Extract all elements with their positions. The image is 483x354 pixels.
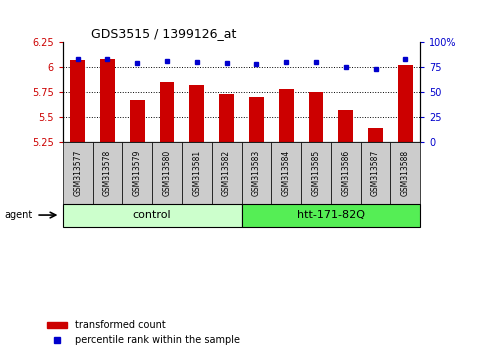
Text: GSM313583: GSM313583 — [252, 149, 261, 196]
Bar — [100, 59, 115, 142]
Text: GSM313578: GSM313578 — [103, 149, 112, 196]
Bar — [398, 65, 413, 142]
Text: htt-171-82Q: htt-171-82Q — [297, 210, 365, 220]
Text: GSM313577: GSM313577 — [73, 149, 82, 196]
Bar — [309, 92, 324, 142]
Text: GDS3515 / 1399126_at: GDS3515 / 1399126_at — [91, 27, 237, 40]
Text: GSM313587: GSM313587 — [371, 149, 380, 196]
Text: GSM313581: GSM313581 — [192, 149, 201, 196]
Text: agent: agent — [5, 210, 33, 220]
Text: GSM313579: GSM313579 — [133, 149, 142, 196]
Text: GSM313586: GSM313586 — [341, 149, 350, 196]
Bar — [130, 100, 145, 142]
Text: GSM313582: GSM313582 — [222, 149, 231, 196]
Bar — [159, 82, 174, 142]
Legend: transformed count, percentile rank within the sample: transformed count, percentile rank withi… — [43, 316, 243, 349]
Bar — [338, 110, 353, 142]
Bar — [189, 85, 204, 142]
Text: GSM313585: GSM313585 — [312, 149, 320, 196]
Text: GSM313584: GSM313584 — [282, 149, 291, 196]
Bar — [279, 89, 294, 142]
Text: GSM313580: GSM313580 — [163, 149, 171, 196]
Bar — [219, 94, 234, 142]
Text: control: control — [133, 210, 171, 220]
Bar — [249, 97, 264, 142]
Bar — [70, 60, 85, 142]
Bar — [368, 128, 383, 142]
Text: GSM313588: GSM313588 — [401, 149, 410, 196]
